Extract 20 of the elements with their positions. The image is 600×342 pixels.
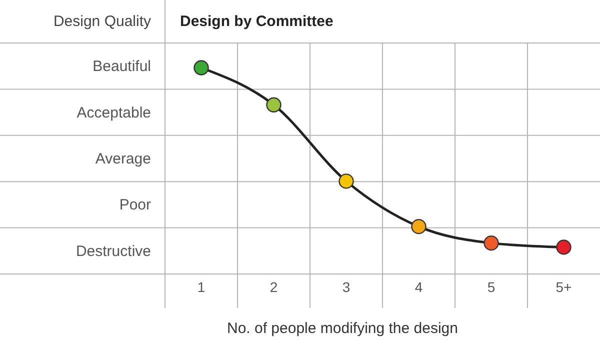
x-tick-label: 5+ (556, 278, 572, 295)
category-label: Poor (119, 196, 151, 214)
x-axis-title: No. of people modifying the design (227, 320, 458, 337)
x-tick-label: 4 (414, 278, 423, 295)
category-label: Acceptable (76, 104, 151, 122)
x-tick-label: 1 (197, 278, 206, 295)
category-label: Beautiful (92, 58, 151, 76)
point (338, 174, 354, 189)
point (411, 218, 426, 234)
point (266, 97, 282, 112)
category-label: Average (95, 150, 151, 168)
point (484, 235, 499, 251)
point (556, 240, 572, 255)
category-label: Destructive (76, 242, 151, 260)
x-tick-label: 3 (342, 278, 350, 295)
x-tick-label: 2 (270, 278, 278, 295)
chart-title: Design by Committee (180, 13, 334, 30)
y-axis-title: Design Quality (53, 13, 152, 30)
point (194, 60, 209, 76)
x-tick-label: 5 (487, 278, 496, 295)
